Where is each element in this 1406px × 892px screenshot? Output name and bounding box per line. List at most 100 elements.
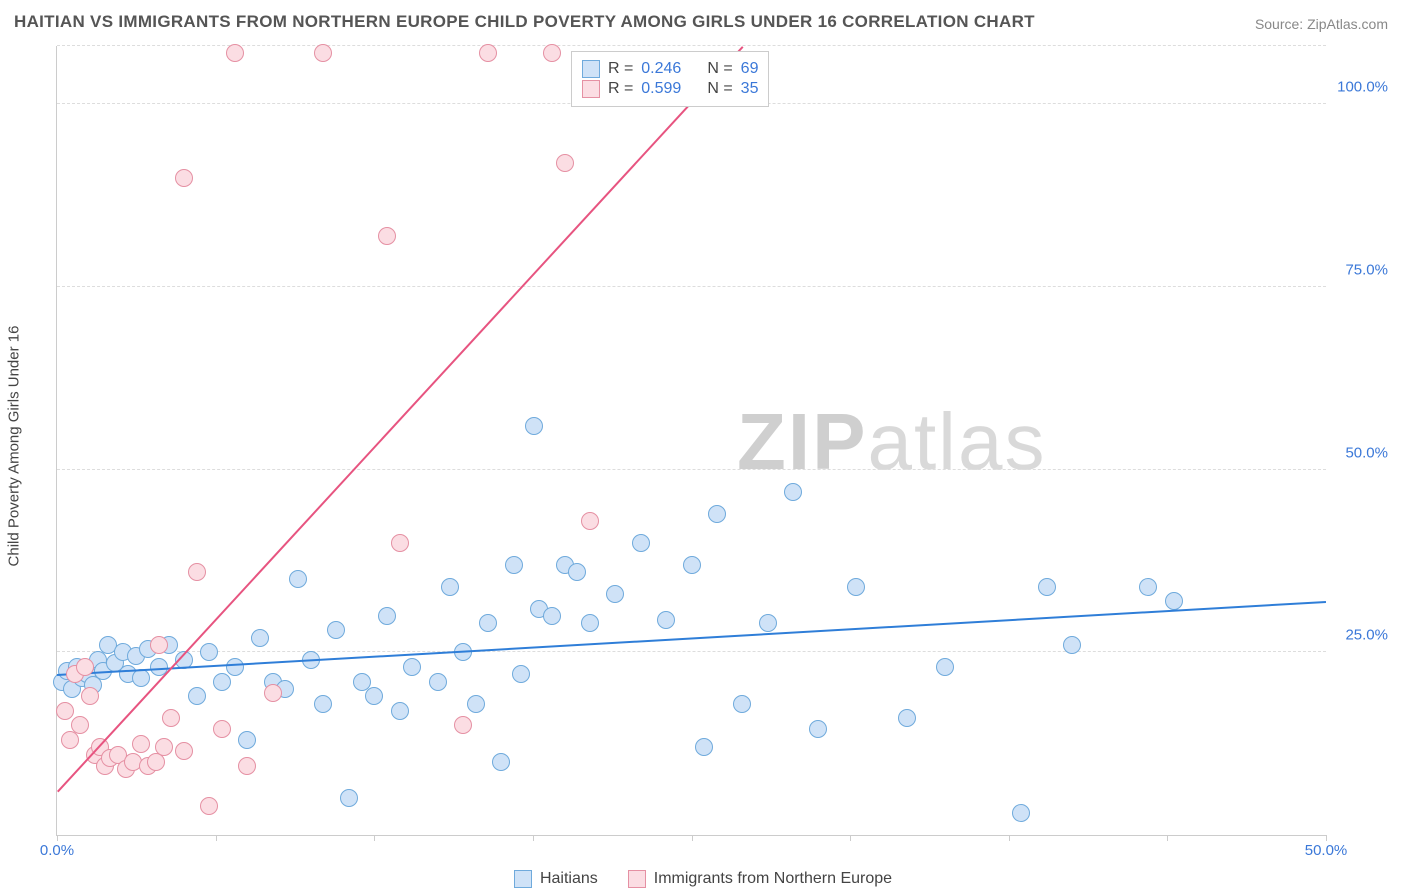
scatter-point xyxy=(543,44,561,62)
scatter-point xyxy=(581,614,599,632)
scatter-point xyxy=(200,643,218,661)
legend-n-value: 69 xyxy=(741,60,759,78)
x-tick xyxy=(57,835,58,841)
x-tick xyxy=(1009,835,1010,841)
scatter-point xyxy=(568,563,586,581)
plot-area: ZIPatlas 25.0%50.0%75.0%100.0%0.0%50.0%R… xyxy=(56,46,1326,836)
scatter-point xyxy=(683,556,701,574)
y-tick-label: 75.0% xyxy=(1345,262,1388,279)
x-tick xyxy=(1326,835,1327,841)
scatter-point xyxy=(936,658,954,676)
scatter-point xyxy=(1139,578,1157,596)
scatter-point xyxy=(251,629,269,647)
scatter-point xyxy=(695,738,713,756)
scatter-point xyxy=(327,621,345,639)
scatter-point xyxy=(1038,578,1056,596)
legend-r-value: 0.599 xyxy=(641,80,681,98)
scatter-point xyxy=(213,720,231,738)
legend-correlation-box: R = 0.246 N = 69 R = 0.599 N = 35 xyxy=(571,51,770,107)
trend-line xyxy=(57,601,1326,676)
scatter-point xyxy=(238,757,256,775)
legend-item-northern-europe: Immigrants from Northern Europe xyxy=(628,870,892,888)
x-tick xyxy=(1167,835,1168,841)
x-tick xyxy=(216,835,217,841)
gridline-horizontal xyxy=(57,651,1326,652)
scatter-point xyxy=(898,709,916,727)
scatter-point xyxy=(175,169,193,187)
scatter-point xyxy=(441,578,459,596)
legend-r-label: R = xyxy=(608,60,633,78)
scatter-point xyxy=(479,614,497,632)
scatter-point xyxy=(467,695,485,713)
scatter-point xyxy=(56,702,74,720)
scatter-point xyxy=(71,716,89,734)
scatter-point xyxy=(454,716,472,734)
legend-label: Haitians xyxy=(540,870,598,888)
scatter-point xyxy=(188,563,206,581)
scatter-point xyxy=(759,614,777,632)
scatter-point xyxy=(784,483,802,501)
scatter-point xyxy=(512,665,530,683)
scatter-point xyxy=(1063,636,1081,654)
scatter-point xyxy=(264,684,282,702)
x-tick-label: 50.0% xyxy=(1305,842,1348,859)
gridline-horizontal xyxy=(57,45,1326,46)
scatter-point xyxy=(391,702,409,720)
legend-item-haitians: Haitians xyxy=(514,870,598,888)
swatch-icon xyxy=(628,870,646,888)
scatter-point xyxy=(403,658,421,676)
legend-r-label: R = xyxy=(608,80,633,98)
swatch-icon xyxy=(514,870,532,888)
scatter-point xyxy=(525,417,543,435)
gridline-horizontal xyxy=(57,469,1326,470)
scatter-point xyxy=(150,636,168,654)
scatter-point xyxy=(847,578,865,596)
y-tick-label: 25.0% xyxy=(1345,627,1388,644)
scatter-point xyxy=(708,505,726,523)
scatter-point xyxy=(200,797,218,815)
scatter-point xyxy=(479,44,497,62)
chart-title: HAITIAN VS IMMIGRANTS FROM NORTHERN EURO… xyxy=(14,12,1035,32)
scatter-point xyxy=(378,607,396,625)
legend-row: R = 0.599 N = 35 xyxy=(582,80,759,98)
scatter-point xyxy=(543,607,561,625)
scatter-point xyxy=(340,789,358,807)
scatter-point xyxy=(606,585,624,603)
scatter-point xyxy=(238,731,256,749)
scatter-point xyxy=(809,720,827,738)
scatter-point xyxy=(581,512,599,530)
scatter-point xyxy=(314,44,332,62)
scatter-point xyxy=(733,695,751,713)
scatter-point xyxy=(76,658,94,676)
scatter-point xyxy=(365,687,383,705)
legend-n-label: N = xyxy=(707,80,732,98)
scatter-point xyxy=(378,227,396,245)
x-tick xyxy=(692,835,693,841)
scatter-point xyxy=(429,673,447,691)
legend-row: R =0.246N =69 xyxy=(582,60,759,78)
scatter-point xyxy=(289,570,307,588)
watermark: ZIPatlas xyxy=(737,396,1046,488)
scatter-point xyxy=(632,534,650,552)
scatter-point xyxy=(556,154,574,172)
scatter-point xyxy=(81,687,99,705)
x-tick xyxy=(374,835,375,841)
x-tick xyxy=(533,835,534,841)
scatter-point xyxy=(226,658,244,676)
legend-n-value: 35 xyxy=(741,80,759,98)
legend-r-value: 0.246 xyxy=(641,60,681,78)
scatter-point xyxy=(162,709,180,727)
x-tick-label: 0.0% xyxy=(40,842,74,859)
scatter-point xyxy=(505,556,523,574)
legend-bottom: Haitians Immigrants from Northern Europe xyxy=(0,870,1406,888)
source-attribution: Source: ZipAtlas.com xyxy=(1255,16,1388,32)
scatter-point xyxy=(155,738,173,756)
scatter-point xyxy=(657,611,675,629)
scatter-point xyxy=(314,695,332,713)
swatch-icon xyxy=(582,80,600,98)
scatter-point xyxy=(226,44,244,62)
y-tick-label: 100.0% xyxy=(1337,79,1388,96)
scatter-point xyxy=(188,687,206,705)
scatter-point xyxy=(391,534,409,552)
scatter-point xyxy=(175,742,193,760)
